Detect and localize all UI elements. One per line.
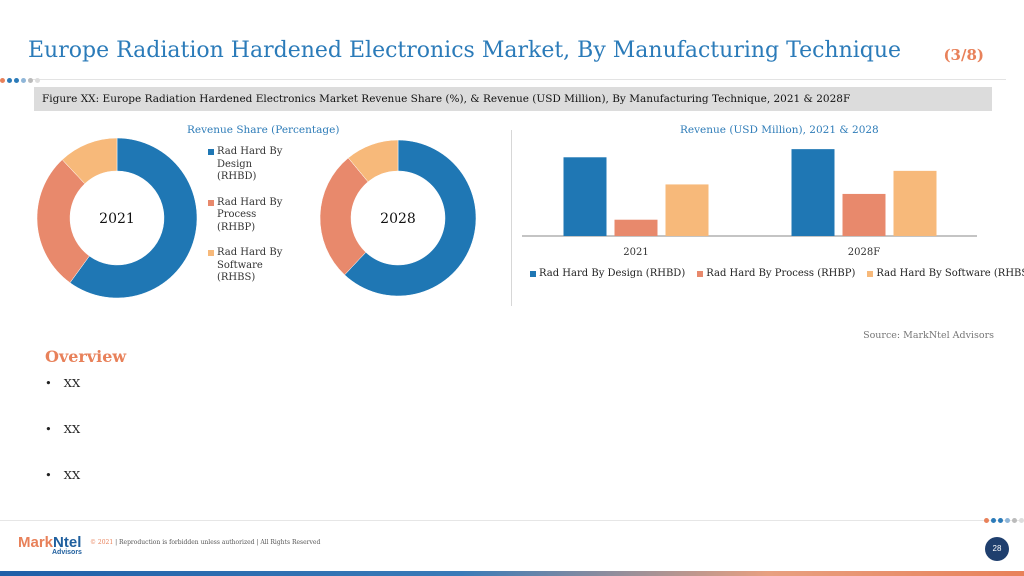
dot (14, 78, 19, 83)
bar-chart: 2021 2028F (522, 149, 977, 258)
legend-swatch (867, 270, 874, 277)
bar-2028F-0 (791, 149, 835, 236)
legend-swatch (208, 250, 214, 256)
footer-color-band (0, 571, 1024, 576)
legend-swatch (208, 199, 214, 206)
bar-legend: Rad Hard By Design (RHBD) Rad Hard By Pr… (530, 268, 1024, 279)
overview-bullet: • XX (45, 468, 80, 482)
overview-heading: Overview (45, 347, 127, 366)
donut-slice-2021-0 (69, 137, 198, 299)
donut-chart-title: Revenue Share (Percentage) (187, 124, 340, 136)
dot (1012, 518, 1017, 523)
bar-chart-title: Revenue (USD Million), 2021 & 2028 (680, 124, 879, 136)
bullet-marker: • (45, 422, 52, 436)
dot (28, 78, 33, 83)
figure-caption: Figure XX: Europe Radiation Hardened Ele… (34, 87, 992, 111)
overview-bullet: • XX (45, 376, 80, 390)
decorative-dots-right (984, 518, 1024, 523)
legend-item-rhbs: Rad Hard By Software (RHBS) (867, 268, 1024, 279)
bar-2028F-2 (893, 170, 937, 236)
bar-2021-0 (563, 157, 607, 236)
page-number-badge: 28 (985, 537, 1009, 561)
copyright-notice: © 2021 | Reproduction is forbidden unles… (90, 539, 320, 546)
bullet-text: XX (63, 468, 81, 482)
legend-label: Rad Hard By Design (RHBD) (217, 146, 283, 182)
dot (35, 78, 40, 83)
dot (991, 518, 996, 523)
donut-legend: Rad Hard By Design (RHBD) Rad Hard By Pr… (208, 146, 288, 298)
bullet-marker: • (45, 468, 52, 482)
logo-text-ntel: Ntel (53, 534, 82, 551)
legend-label: Rad Hard By Design (RHBD) (539, 268, 686, 279)
copyright-text: | Reproduction is forbidden unless autho… (113, 539, 321, 546)
copyright-year: © 2021 (90, 539, 114, 546)
legend-swatch (697, 270, 704, 277)
title-divider (28, 79, 1006, 80)
logo-subtext: Advisors (52, 549, 82, 556)
dot (984, 518, 989, 523)
donut-slice-2028-1 (319, 157, 369, 276)
legend-label: Rad Hard By Software (RHBS) (217, 247, 283, 283)
x-tick-label: 2028F (848, 247, 880, 258)
legend-label: Rad Hard By Process (RHBP) (217, 196, 283, 233)
overview-bullet: • XX (45, 422, 80, 436)
legend-item-rhbp: Rad Hard By Process (RHBP) (208, 197, 288, 235)
donut-slice-2021-2 (61, 137, 118, 185)
legend-item-rhbs: Rad Hard By Software (RHBS) (208, 247, 288, 285)
bullet-marker: • (45, 376, 52, 390)
dot (998, 518, 1003, 523)
donut-center-label: 2028 (380, 211, 416, 227)
legend-item-rhbp: Rad Hard By Process (RHBP) (697, 268, 855, 279)
dot (0, 78, 5, 83)
bullet-text: XX (63, 376, 81, 390)
source-note: Source: MarkNtel Advisors (863, 330, 994, 341)
bar-2021-1 (614, 219, 658, 236)
legend-swatch (208, 149, 214, 155)
legend-label: Rad Hard By Software (RHBS) (876, 268, 1024, 279)
dot (1019, 518, 1024, 523)
company-logo: MarkNtel Advisors (18, 534, 82, 556)
donut-charts: 2021 2028 (36, 137, 477, 299)
legend-swatch (530, 270, 536, 277)
logo-text-mark: Mark (18, 534, 54, 551)
page-title: Europe Radiation Hardened Electronics Ma… (28, 38, 902, 63)
bar-2021-2 (665, 184, 709, 236)
chart-divider (511, 130, 512, 306)
bar-2028F-1 (842, 193, 886, 236)
page-count: (3/8) (943, 46, 984, 64)
x-tick-label: 2021 (623, 247, 648, 258)
donut-slice-2028-0 (344, 139, 477, 297)
donut-center-label: 2021 (99, 211, 135, 227)
dot (21, 78, 26, 83)
legend-item-rhbd: Rad Hard By Design (RHBD) (208, 146, 288, 184)
footer-divider (0, 520, 1024, 521)
decorative-dots-left (0, 78, 40, 83)
bullet-text: XX (63, 422, 81, 436)
legend-label: Rad Hard By Process (RHBP) (706, 268, 856, 279)
dot (1005, 518, 1010, 523)
dot (7, 78, 12, 83)
legend-item-rhbd: Rad Hard By Design (RHBD) (530, 268, 685, 279)
donut-slice-2028-2 (347, 139, 399, 183)
